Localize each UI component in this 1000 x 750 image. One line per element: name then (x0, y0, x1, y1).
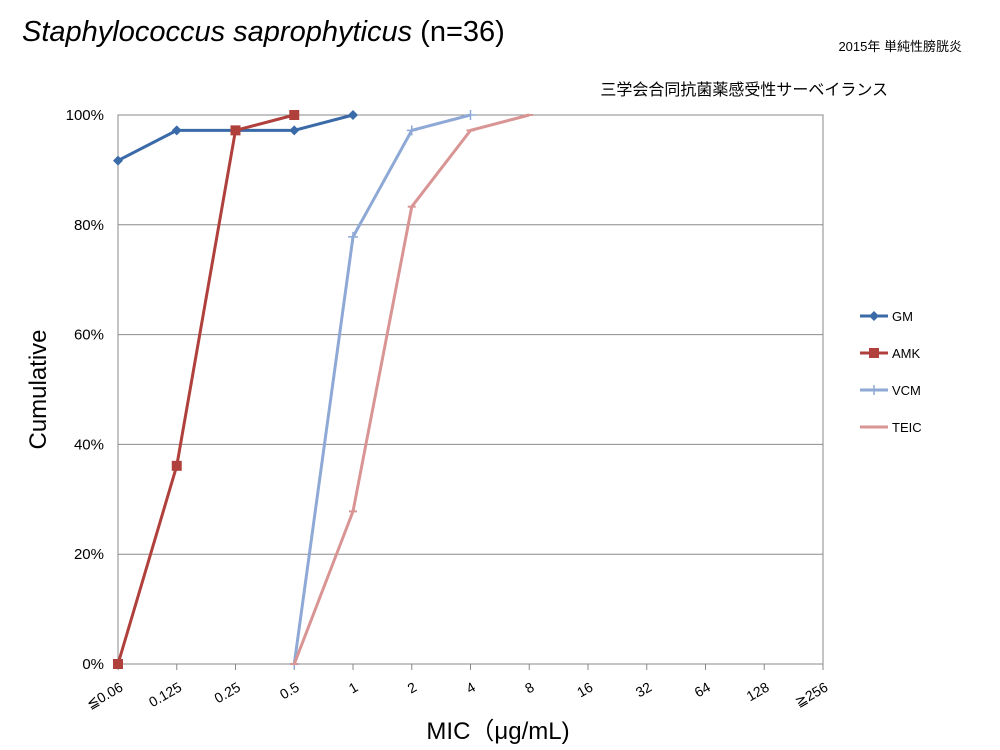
x-tick-label: ≧256 (792, 679, 831, 711)
title-species: Staphylococcus saprophyticus (22, 16, 413, 48)
series-vcm (289, 110, 476, 669)
x-tick-label: 1 (346, 679, 361, 697)
x-tick-label: 128 (744, 679, 772, 705)
legend: GM AMK VCM TEIC (860, 309, 922, 435)
legend-marker (869, 385, 879, 395)
legend-label: AMK (892, 346, 921, 361)
legend-item-amk: AMK (860, 346, 921, 361)
y-tick-label: 60% (74, 327, 104, 344)
series-line-teic (292, 113, 530, 665)
x-tick-label: 0.125 (146, 679, 185, 710)
y-tick-label: 40% (74, 436, 104, 453)
data-point (171, 125, 182, 136)
x-axis: ≦0.06 0.125 0.25 0.5 1 2 4 8 16 32 64 128 ≧256 (84, 664, 831, 712)
data-point (113, 155, 123, 166)
data-point (406, 125, 417, 136)
legend-label: TEIC (892, 420, 922, 435)
year-note: 2015年 単純性膀胱炎 (838, 39, 962, 54)
series-group (113, 110, 534, 669)
legend-item-gm: GM (860, 309, 913, 324)
y-tick-label: 100% (66, 107, 104, 124)
x-tick-label: 8 (522, 679, 537, 697)
legend-item-vcm: VCM (860, 383, 921, 398)
y-tick-label: 20% (74, 546, 104, 563)
y-tick-label: 80% (74, 217, 104, 234)
x-tick-label: 4 (463, 679, 478, 697)
legend-marker (869, 311, 879, 321)
data-point (171, 460, 182, 471)
series-amk (113, 110, 300, 669)
data-point (289, 125, 300, 136)
x-tick-label: 0.25 (211, 679, 243, 707)
series-line-amk (116, 113, 295, 665)
legend-label: VCM (892, 383, 921, 398)
chart-title: Staphylococcus saprophyticus (n=36) (22, 16, 505, 49)
data-point (348, 231, 358, 242)
x-tick-label: 2 (404, 679, 419, 697)
x-tick-label: 0.5 (277, 679, 302, 703)
data-point (230, 125, 241, 136)
data-point (113, 659, 123, 669)
survey-note: 三学会合同抗菌薬感受性サーベイランス (600, 82, 888, 99)
x-axis-title: MIC（μg/mL) (426, 718, 569, 745)
data-point (465, 110, 476, 120)
y-tick-label: 0% (82, 656, 104, 673)
legend-label: GM (892, 309, 913, 324)
legend-marker (869, 348, 879, 358)
x-tick-label: ≦0.06 (84, 679, 126, 712)
series-teic (290, 113, 534, 665)
data-point (289, 110, 300, 120)
y-axis-title: Cumulative (25, 329, 52, 449)
x-tick-label: 16 (574, 679, 596, 701)
legend-item-teic: TEIC (860, 420, 922, 435)
series-line-vcm (292, 113, 471, 665)
y-axis: 0% 20% 40% 60% 80% 100% (66, 107, 104, 673)
title-count: (n=36) (420, 16, 505, 48)
x-tick-label: 64 (692, 679, 714, 701)
x-tick-label: 32 (633, 679, 655, 701)
gridlines (118, 114, 823, 555)
data-point (348, 110, 358, 120)
